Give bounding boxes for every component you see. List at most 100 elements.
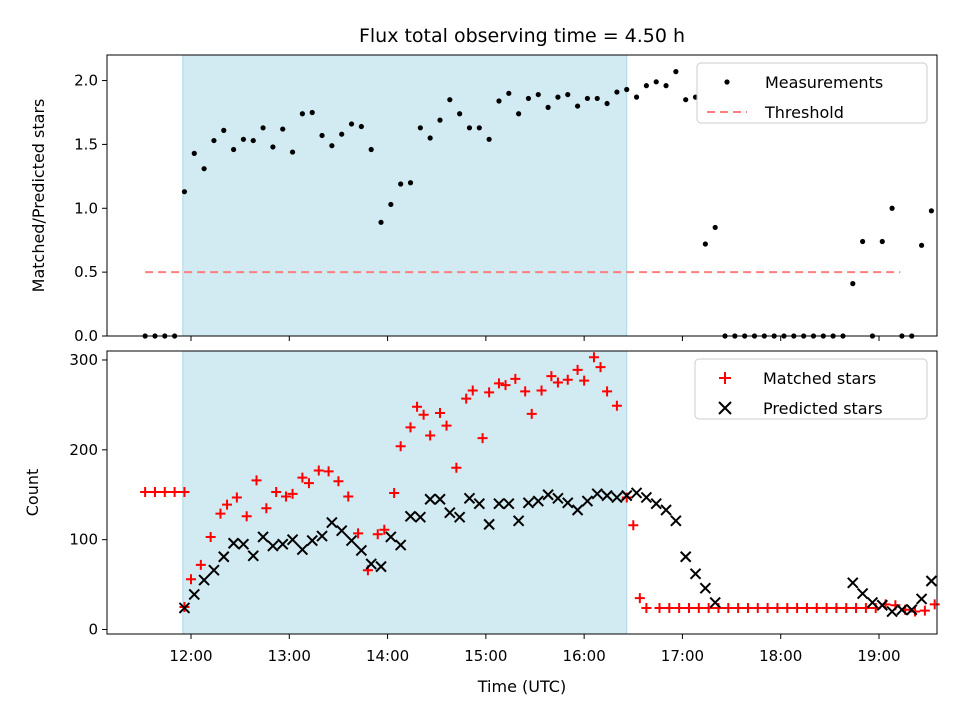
y-tick-label: 300: [69, 351, 98, 369]
data-point: [286, 533, 299, 546]
x-axis-label: Time (UTC): [477, 677, 566, 696]
data-point: [831, 602, 842, 613]
data-point: [906, 604, 918, 616]
data-point: [628, 520, 639, 531]
data-point: [434, 493, 446, 505]
data-point: [850, 281, 856, 287]
data-point: [601, 489, 613, 502]
data-point: [412, 401, 423, 412]
data-point: [522, 497, 535, 509]
data-point: [343, 491, 354, 502]
data-point: [664, 602, 675, 613]
legend-marker: [719, 372, 731, 384]
data-point: [679, 551, 692, 563]
data-point: [319, 132, 325, 139]
data-point: [689, 568, 702, 580]
axes-frame: [106, 54, 938, 337]
data-point: [326, 516, 338, 529]
data-point: [811, 602, 822, 613]
data-point: [919, 605, 930, 616]
x-tick-label: 17:00: [661, 647, 704, 665]
series-predicted-stars: [178, 487, 938, 618]
panel-top: 0.0 0.5 1.0 1.5 2.0 Matched/Predicted stars Fl…: [29, 25, 938, 345]
data-point: [309, 109, 315, 116]
x-tick-label: 13:00: [268, 647, 311, 665]
data-point: [457, 111, 463, 117]
data-point: [536, 385, 547, 396]
y-tick-label: 100: [69, 531, 98, 549]
data-point: [378, 219, 384, 225]
data-point: [313, 465, 324, 476]
data-point: [444, 507, 456, 519]
data-point: [886, 605, 898, 618]
data-point: [447, 97, 453, 103]
data-point: [841, 602, 852, 613]
y-axis-label: Matched/Predicted stars: [29, 99, 48, 293]
legend: Matched stars Predicted stars: [694, 358, 928, 420]
data-point: [552, 492, 564, 505]
data-point: [640, 491, 653, 504]
data-point: [546, 371, 557, 382]
chart-title: Flux total observing time = 4.50 h: [359, 25, 685, 47]
data-point: [484, 387, 495, 398]
data-point: [358, 123, 364, 130]
axes-frame: [106, 350, 938, 635]
data-point: [398, 181, 404, 187]
data-point: [621, 492, 632, 503]
observing-interval-shade: [182, 54, 628, 337]
data-point: [915, 593, 928, 605]
data-point: [424, 493, 436, 505]
data-point: [394, 539, 407, 551]
legend-box: [696, 62, 928, 124]
data-point: [466, 125, 473, 131]
data-point: [221, 127, 227, 133]
data-point: [512, 515, 525, 527]
data-point: [280, 126, 286, 132]
data-point: [584, 95, 591, 102]
data-point: [289, 149, 296, 155]
data-point: [179, 487, 190, 498]
x-tick-label: 18:00: [759, 647, 802, 665]
data-point: [493, 498, 505, 510]
data-point: [525, 95, 532, 102]
legend-label: Measurements: [765, 73, 883, 92]
data-point: [733, 602, 744, 613]
data-point: [594, 95, 600, 102]
data-point: [654, 602, 665, 613]
data-point: [581, 495, 594, 507]
data-point: [379, 524, 390, 535]
data-point: [723, 602, 734, 613]
data-point: [297, 472, 308, 483]
data-point: [663, 83, 669, 89]
data-point: [140, 487, 151, 498]
data-point: [641, 602, 652, 613]
data-point: [896, 604, 908, 616]
data-point: [699, 582, 712, 594]
legend-marker: [724, 79, 730, 85]
data-point: [407, 180, 414, 186]
data-point: [404, 510, 417, 523]
data-point: [353, 528, 364, 539]
data-point: [186, 574, 196, 585]
data-point: [772, 602, 783, 613]
data-point: [742, 602, 753, 613]
data-point: [335, 524, 348, 537]
data-point: [624, 86, 630, 93]
data-point: [856, 587, 869, 600]
data-point: [526, 408, 537, 419]
data-point: [660, 504, 672, 516]
data-point: [630, 487, 643, 499]
y-tick-label: 0: [88, 621, 98, 639]
data-point: [579, 375, 590, 386]
legend-label: Threshold: [764, 103, 844, 122]
data-point: [792, 602, 803, 613]
x-tick-label: 16:00: [563, 647, 606, 665]
data-point: [476, 125, 482, 131]
data-point: [389, 487, 400, 498]
data-point: [709, 596, 721, 609]
data-point: [453, 511, 466, 523]
data-point: [388, 201, 394, 208]
data-point: [611, 491, 623, 504]
legend-label: Matched stars: [763, 369, 876, 388]
data-point: [250, 137, 256, 144]
